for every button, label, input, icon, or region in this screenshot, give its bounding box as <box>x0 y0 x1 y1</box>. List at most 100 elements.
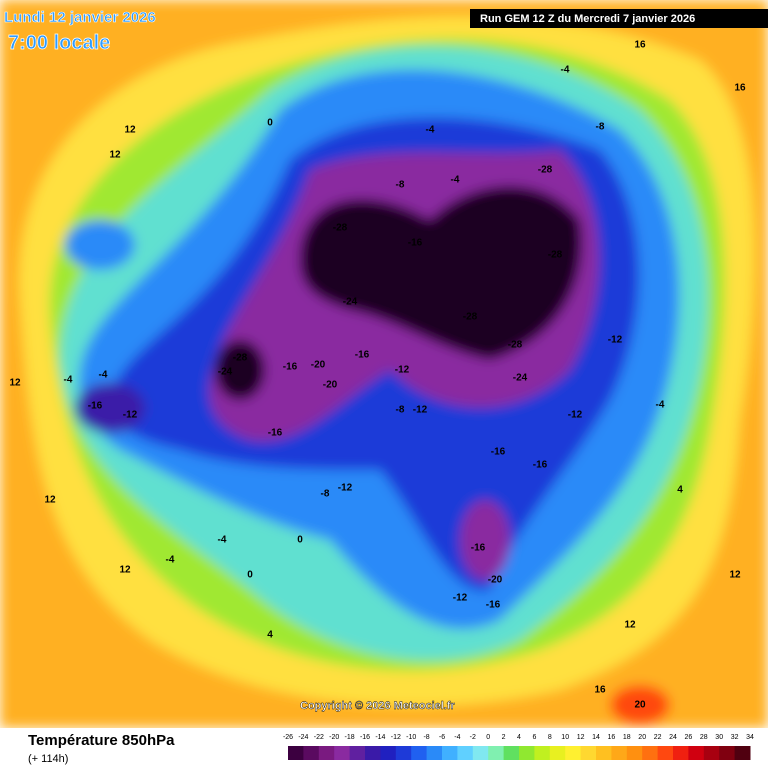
contour-label: -28 <box>233 353 248 364</box>
contour-label: -12 <box>568 410 583 421</box>
contour-label: -16 <box>88 401 103 412</box>
contour-label: -4 <box>166 555 175 566</box>
contour-label: -12 <box>338 483 353 494</box>
contour-label: -28 <box>463 312 478 323</box>
colorbar-label: 0 <box>486 734 490 741</box>
copyright: Copyright © 2026 Meteociel.fr <box>300 700 456 712</box>
colorbar-label: -16 <box>360 734 370 741</box>
contour-label: -12 <box>413 405 428 416</box>
colorbar-swatch <box>703 746 720 760</box>
colorbar-label: 24 <box>669 734 677 741</box>
contour-label: -24 <box>343 297 358 308</box>
contour-label: -16 <box>471 543 486 554</box>
colorbar-label: -18 <box>345 734 355 741</box>
colorbar-swatch <box>534 746 551 760</box>
colorbar-label: 26 <box>685 734 693 741</box>
colorbar-swatch <box>426 746 443 760</box>
lead-time: (+ 114h) <box>28 753 68 765</box>
contour-label: 4 <box>267 630 273 641</box>
contour-label: 0 <box>267 118 273 129</box>
colorbar-swatch <box>596 746 612 760</box>
colorbar-swatch <box>642 746 659 760</box>
contour-label: -28 <box>548 250 563 261</box>
colorbar-label: 6 <box>532 734 536 741</box>
run-info: Run GEM 12 Z du Mercredi 7 janvier 2026 <box>480 13 695 25</box>
colorbar-swatch <box>318 746 335 760</box>
colorbar-label: -24 <box>298 734 308 741</box>
contour-label: -12 <box>395 365 410 376</box>
colorbar-swatch <box>565 746 582 760</box>
colorbar-label: 16 <box>608 734 616 741</box>
contour-label: -20 <box>323 380 338 391</box>
contour-label: -4 <box>451 175 460 186</box>
colorbar-swatch <box>365 746 381 760</box>
colorbar-swatch <box>657 746 674 760</box>
colorbar-swatch <box>334 746 351 760</box>
contour-label: 20 <box>634 700 646 711</box>
contour-label: -24 <box>513 373 528 384</box>
contour-label: -4 <box>99 370 108 381</box>
colorbar-label: -20 <box>329 734 339 741</box>
colorbar-swatch <box>442 746 458 760</box>
contour-label: -16 <box>283 362 298 373</box>
contour-label: 0 <box>247 570 253 581</box>
colorbar-swatch <box>303 746 320 760</box>
colorbar-label: -2 <box>470 734 476 741</box>
contour-label: -16 <box>268 428 283 439</box>
contour-label: 16 <box>734 83 746 94</box>
colorbar-label: -22 <box>314 734 324 741</box>
colorbar-label: 18 <box>623 734 631 741</box>
contour-label: -8 <box>321 489 330 500</box>
colorbar-label: 28 <box>700 734 708 741</box>
contour-label: -24 <box>218 367 233 378</box>
colorbar-swatch <box>288 746 304 760</box>
temperature-field <box>0 0 768 728</box>
contour-label: -28 <box>538 165 553 176</box>
contour-label: -16 <box>486 600 501 611</box>
contour-label: -12 <box>123 410 138 421</box>
colorbar-swatch <box>549 746 566 760</box>
colorbar-label: -4 <box>454 734 460 741</box>
colorbar-swatch <box>380 746 397 760</box>
contour-label: -16 <box>408 238 423 249</box>
contour-label: 12 <box>729 570 741 581</box>
colorbar-swatch <box>411 746 428 760</box>
colorbar: -26 -24 -22 -20 -18 -16 -14 -12 -10 -8 -6 -4 -2 0 2 4 6 8… <box>283 734 754 760</box>
forecast-time: 7:00 locale <box>8 32 110 54</box>
colorbar-label: 4 <box>517 734 521 741</box>
contour-label: -16 <box>533 460 548 471</box>
colorbar-swatch <box>611 746 628 760</box>
colorbar-label: 32 <box>731 734 739 741</box>
colorbar-label: -14 <box>375 734 385 741</box>
contour-label: 4 <box>677 485 683 496</box>
colorbar-label: 12 <box>577 734 585 741</box>
contour-label: -12 <box>608 335 623 346</box>
contour-label: -8 <box>596 122 605 133</box>
colorbar-label: 22 <box>654 734 662 741</box>
colorbar-swatch <box>457 746 474 760</box>
contour-label: -4 <box>64 375 73 386</box>
contour-label: -16 <box>355 350 370 361</box>
colorbar-label: 30 <box>715 734 723 741</box>
contour-label: -12 <box>453 593 468 604</box>
contour-label: 12 <box>119 565 131 576</box>
colorbar-swatch <box>519 746 535 760</box>
contour-label: -4 <box>218 535 227 546</box>
colorbar-label: -6 <box>439 734 445 741</box>
contour-label: -4 <box>426 125 435 136</box>
contour-label: 12 <box>9 378 21 389</box>
contour-label: -16 <box>491 447 506 458</box>
colorbar-label: 8 <box>548 734 552 741</box>
contour-label: -4 <box>561 65 570 76</box>
colorbar-label: 34 <box>746 734 754 741</box>
colorbar-label: -26 <box>283 734 293 741</box>
colorbar-label: -10 <box>406 734 416 741</box>
colorbar-swatch <box>395 746 412 760</box>
contour-label: -4 <box>656 400 665 411</box>
colorbar-label: -12 <box>391 734 401 741</box>
contour-label: -8 <box>396 405 405 416</box>
colorbar-swatch <box>734 746 751 760</box>
contour-label: 16 <box>634 40 646 51</box>
colorbar-swatch <box>472 746 489 760</box>
